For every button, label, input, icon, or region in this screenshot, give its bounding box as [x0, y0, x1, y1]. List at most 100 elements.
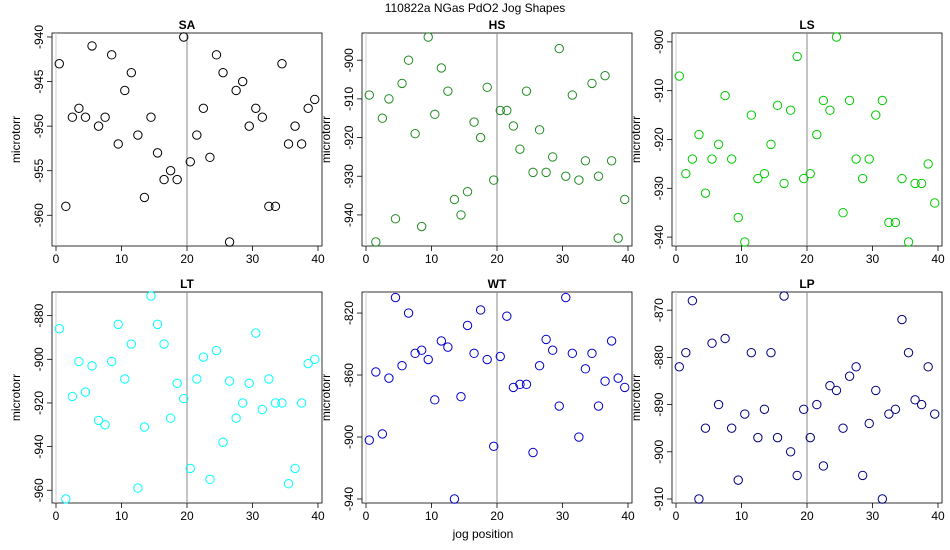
y-tick-label: -900 — [342, 425, 356, 449]
data-point — [903, 347, 914, 358]
data-point — [133, 130, 143, 140]
data-point — [403, 308, 414, 318]
data-point — [113, 319, 123, 330]
x-tick-label: 40 — [621, 252, 635, 266]
data-point — [831, 32, 842, 42]
data-point — [521, 86, 532, 96]
data-point — [864, 418, 874, 429]
data-point — [884, 217, 894, 228]
data-point — [700, 423, 711, 433]
data-point — [456, 392, 466, 402]
data-point — [224, 376, 235, 386]
data-point — [753, 432, 763, 443]
data-point — [120, 85, 130, 96]
data-point — [290, 463, 300, 474]
data-point — [310, 94, 320, 105]
data-point — [462, 187, 473, 197]
data-point — [746, 110, 757, 120]
x-tick-label: 10 — [425, 509, 439, 523]
data-point — [600, 70, 610, 81]
data-point — [469, 348, 479, 359]
data-point — [61, 494, 71, 504]
y-tick-label: -910 — [652, 487, 666, 511]
x-tick-label: 10 — [115, 252, 129, 266]
panel-wt: WT 0 10 20 30 40 -940 -900 -860 -820 microtorr — [319, 277, 635, 523]
data-point — [923, 362, 933, 372]
x-tick-label: 0 — [363, 509, 370, 523]
data-point — [185, 157, 195, 167]
data-point — [733, 212, 743, 223]
data-point — [475, 305, 486, 315]
x-tick-label: 0 — [673, 252, 680, 266]
data-point — [159, 339, 169, 349]
data-point — [237, 76, 248, 87]
x-tick-label: 40 — [621, 509, 635, 523]
data-point — [410, 348, 420, 359]
data-point — [364, 90, 374, 100]
data-point — [146, 291, 156, 301]
data-point — [547, 345, 558, 355]
data-point — [390, 214, 401, 224]
x-tick-label: 20 — [490, 252, 504, 266]
data-point — [681, 168, 691, 179]
x-tick-label: 0 — [673, 509, 680, 523]
data-point — [456, 210, 466, 220]
data-point — [593, 171, 604, 181]
data-point — [851, 154, 861, 164]
data-point — [172, 174, 182, 185]
data-point — [851, 362, 861, 372]
data-point — [371, 237, 381, 247]
data-point — [561, 171, 571, 181]
data-point — [397, 361, 407, 371]
data-point — [495, 351, 505, 362]
data-point — [277, 398, 287, 408]
data-point — [877, 494, 888, 504]
data-point — [799, 404, 809, 415]
data-point — [825, 380, 835, 391]
data-point — [283, 479, 294, 489]
data-point — [377, 113, 388, 123]
data-point — [580, 156, 591, 166]
panel-sa: SA 0 10 20 30 40 -960 -955 -950 -945 -940 microtorr — [9, 18, 325, 266]
y-tick-label: -880 — [32, 303, 46, 327]
data-point — [766, 347, 776, 358]
data-point — [159, 174, 169, 185]
data-point — [67, 112, 78, 122]
panel-title: HS — [489, 18, 506, 32]
data-point — [713, 139, 724, 150]
data-point — [106, 356, 117, 367]
x-axis-label: jog position — [452, 527, 514, 541]
y-tick-label: -950 — [32, 114, 46, 138]
data-point — [726, 154, 737, 164]
x-tick-label: 30 — [556, 509, 570, 523]
data-point — [211, 50, 222, 60]
data-point — [694, 494, 704, 504]
data-point — [74, 103, 84, 114]
data-point — [772, 432, 783, 443]
data-point — [785, 447, 796, 457]
data-point — [489, 441, 499, 452]
data-point — [844, 95, 855, 106]
data-point — [910, 178, 920, 189]
x-tick-label: 0 — [363, 252, 370, 266]
x-tick-label: 30 — [866, 509, 880, 523]
data-point — [587, 348, 597, 359]
data-point — [179, 393, 189, 404]
data-point — [554, 43, 564, 54]
data-point — [877, 95, 888, 106]
data-point — [303, 358, 313, 369]
data-point — [818, 95, 829, 106]
data-point — [799, 173, 809, 184]
data-point — [100, 420, 110, 430]
data-point — [303, 103, 313, 114]
data-point — [916, 178, 927, 189]
y-tick-label: -870 — [652, 298, 666, 322]
data-point — [198, 103, 209, 114]
x-tick-label: 40 — [931, 252, 945, 266]
y-tick-label: -930 — [342, 164, 356, 188]
data-point — [403, 55, 414, 65]
data-point — [192, 130, 202, 140]
data-point — [779, 178, 789, 189]
data-point — [93, 415, 104, 426]
